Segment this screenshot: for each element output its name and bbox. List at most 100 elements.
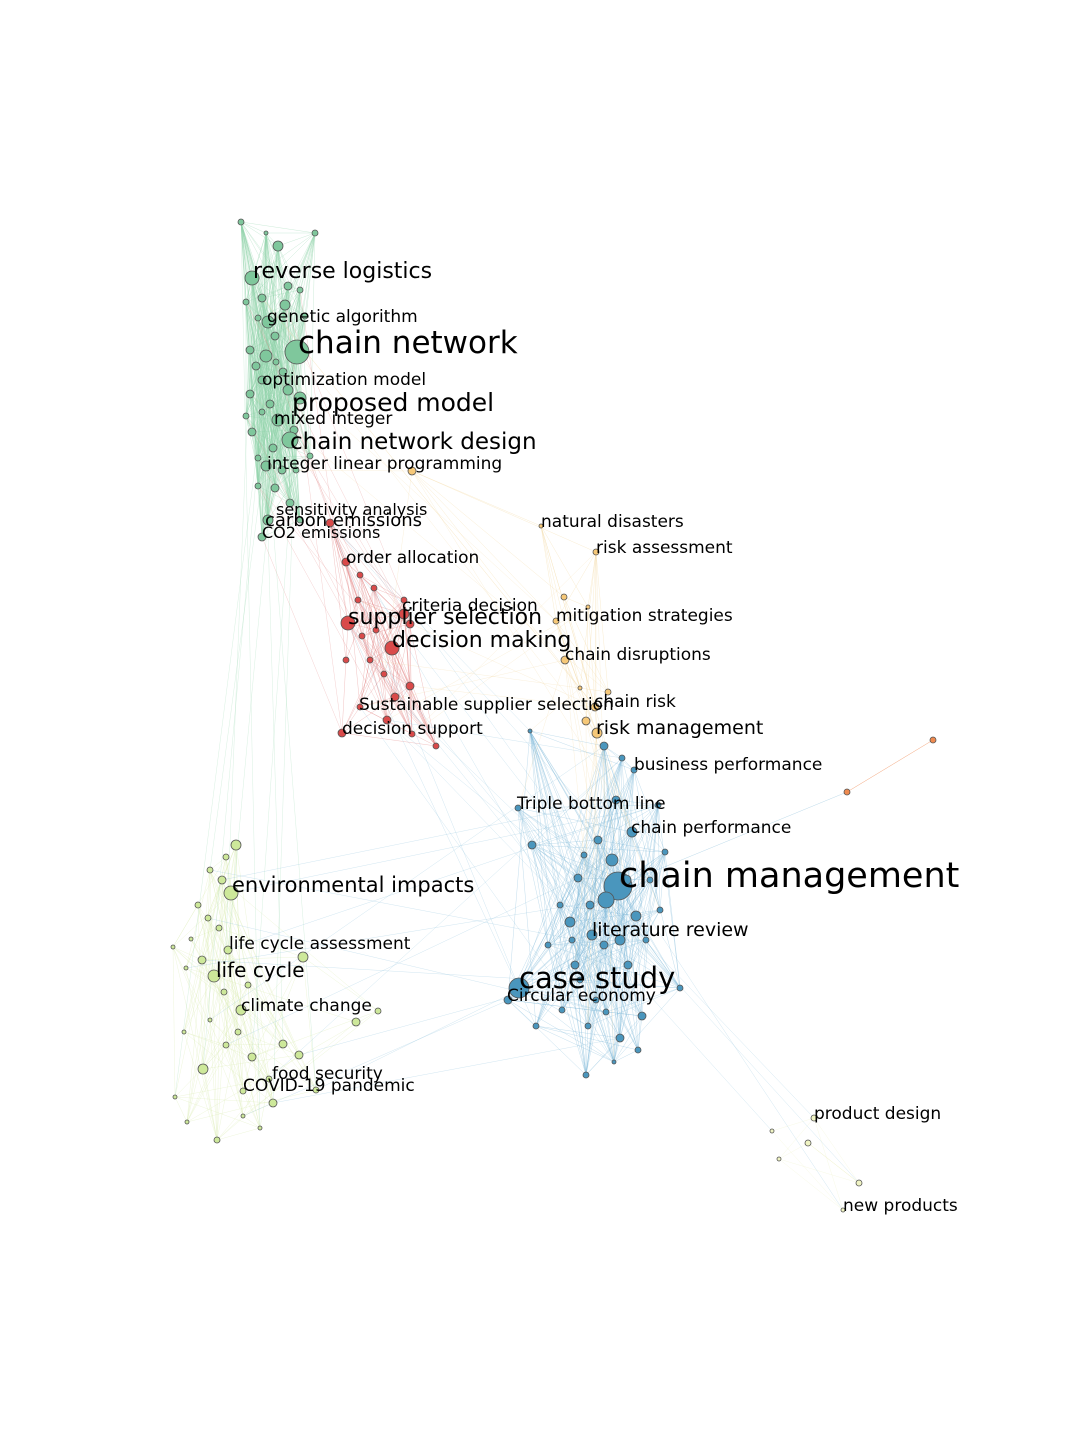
network-node — [356, 703, 364, 711]
network-edge — [603, 745, 607, 1013]
network-edge — [517, 807, 537, 1027]
label-decision-support: decision support — [342, 719, 483, 739]
network-edge — [265, 232, 283, 471]
network-edge — [186, 1031, 239, 1123]
network-edge — [645, 851, 666, 941]
network-edge — [265, 232, 284, 373]
network-edge — [267, 321, 277, 363]
network-edge — [261, 519, 301, 538]
network-edge — [559, 904, 615, 1063]
network-edge — [529, 730, 599, 841]
network-edge — [583, 799, 617, 856]
network-edge — [383, 673, 388, 721]
network-edge — [240, 221, 291, 441]
network-edge — [574, 964, 589, 1027]
network-edge — [547, 944, 587, 1076]
network-edge — [240, 221, 291, 504]
network-edge — [587, 915, 637, 1027]
network-node — [254, 314, 262, 322]
network-node — [235, 1004, 247, 1016]
network-edge — [261, 411, 291, 504]
network-node — [560, 593, 568, 601]
network-edge — [583, 854, 587, 1076]
network-edge — [591, 757, 623, 936]
network-node — [260, 460, 272, 472]
network-edge — [274, 469, 297, 489]
network-edge — [197, 904, 274, 1104]
network-edge — [261, 304, 286, 381]
network-node — [576, 976, 584, 984]
network-edge — [240, 221, 267, 234]
network-edge — [329, 522, 651, 881]
network-edge — [409, 685, 413, 735]
network-edge — [569, 769, 635, 923]
network-edge — [605, 885, 619, 1013]
network-edge — [242, 939, 647, 1117]
network-edge — [174, 411, 263, 1098]
network-edge — [302, 956, 379, 1012]
network-edge — [251, 277, 263, 413]
network-edge — [249, 277, 253, 395]
network-node — [527, 728, 533, 734]
network-edge — [574, 851, 666, 966]
network-edge — [299, 289, 349, 624]
label-chain-network: chain network — [298, 325, 518, 361]
network-node — [172, 1094, 178, 1100]
network-edge — [359, 599, 405, 708]
network-edge — [585, 606, 589, 722]
network-edge — [240, 221, 316, 234]
network-edge — [589, 799, 617, 906]
network-edge — [605, 899, 621, 1039]
network-edge — [257, 457, 297, 471]
label-case-study: case study — [519, 961, 675, 995]
network-edge — [613, 804, 659, 1063]
network-edge — [391, 647, 396, 698]
network-node — [342, 656, 350, 664]
network-edge — [529, 730, 639, 1051]
network-node — [197, 955, 207, 965]
network-edge — [257, 379, 263, 459]
network-edge — [574, 757, 623, 966]
network-edge — [221, 879, 284, 1045]
network-edge — [261, 351, 298, 538]
network-node — [618, 754, 626, 762]
network-edge — [587, 606, 598, 734]
network-edge — [296, 232, 316, 353]
network-edge — [227, 949, 242, 1011]
network-edge — [172, 946, 244, 1117]
network-edge — [529, 730, 605, 946]
network-node — [590, 702, 600, 712]
network-edge — [613, 964, 629, 1063]
label-chain-disruptions: chain disruptions — [565, 645, 711, 665]
network-edge — [261, 297, 276, 489]
network-edge — [559, 799, 617, 906]
network-edge — [583, 854, 639, 1051]
network-edge — [277, 304, 286, 421]
network-node — [340, 615, 356, 631]
network-node — [223, 945, 233, 955]
network-edge — [277, 419, 283, 471]
network-edge — [587, 964, 629, 1027]
network-edge — [251, 277, 279, 421]
network-edge — [296, 351, 598, 734]
network-edge — [251, 232, 316, 279]
network-edge — [347, 622, 388, 721]
network-edge — [261, 297, 301, 399]
network-edge — [615, 799, 666, 853]
network-edge — [649, 804, 659, 881]
network-edge — [261, 379, 295, 431]
network-edge — [257, 317, 279, 421]
network-node — [642, 936, 650, 944]
network-edge — [261, 289, 301, 299]
network-edge — [274, 419, 279, 489]
network-node — [544, 941, 552, 949]
network-edge — [207, 917, 607, 1013]
network-edge — [261, 315, 306, 413]
network-edge — [209, 984, 249, 1021]
network-edge — [267, 351, 298, 521]
network-edge — [293, 429, 361, 576]
network-edge — [287, 285, 301, 521]
network-edge — [249, 232, 316, 395]
network-edge — [172, 946, 284, 1045]
network-node — [259, 349, 273, 363]
